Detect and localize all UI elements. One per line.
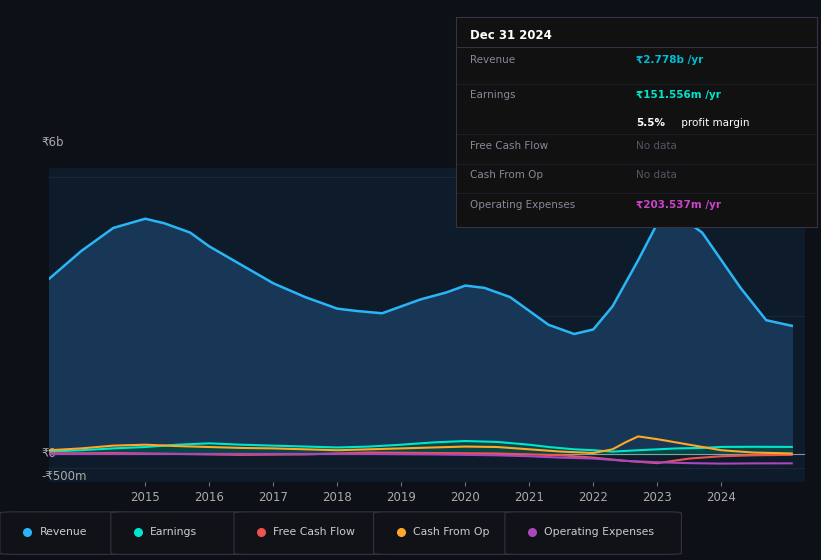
Text: ₹0: ₹0 — [42, 447, 57, 460]
Text: Free Cash Flow: Free Cash Flow — [273, 527, 355, 537]
Text: Earnings: Earnings — [470, 90, 516, 100]
Text: No data: No data — [636, 141, 677, 151]
Text: profit margin: profit margin — [678, 118, 750, 128]
Text: ₹151.556m /yr: ₹151.556m /yr — [636, 90, 721, 100]
Text: ₹203.537m /yr: ₹203.537m /yr — [636, 199, 722, 209]
FancyBboxPatch shape — [0, 512, 127, 554]
Text: Free Cash Flow: Free Cash Flow — [470, 141, 548, 151]
Text: Cash From Op: Cash From Op — [413, 527, 489, 537]
Text: Operating Expenses: Operating Expenses — [544, 527, 654, 537]
FancyBboxPatch shape — [111, 512, 246, 554]
Text: No data: No data — [636, 170, 677, 180]
Text: Revenue: Revenue — [470, 55, 516, 64]
FancyBboxPatch shape — [234, 512, 386, 554]
Text: Dec 31 2024: Dec 31 2024 — [470, 30, 552, 43]
Text: 5.5%: 5.5% — [636, 118, 665, 128]
Text: -₹500m: -₹500m — [42, 470, 87, 483]
FancyBboxPatch shape — [505, 512, 681, 554]
Text: Cash From Op: Cash From Op — [470, 170, 544, 180]
Text: ₹6b: ₹6b — [42, 136, 64, 149]
FancyBboxPatch shape — [374, 512, 517, 554]
Text: ₹2.778b /yr: ₹2.778b /yr — [636, 55, 704, 64]
Text: Revenue: Revenue — [39, 527, 87, 537]
Text: Operating Expenses: Operating Expenses — [470, 199, 576, 209]
Text: Earnings: Earnings — [150, 527, 197, 537]
